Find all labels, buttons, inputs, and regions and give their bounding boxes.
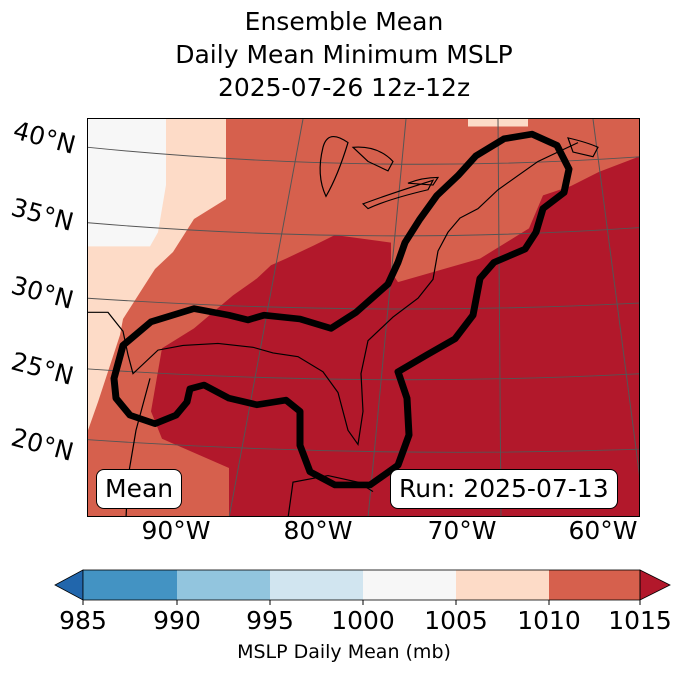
colorbar-segment-990 bbox=[177, 570, 270, 600]
title-line-3: 2025-07-26 12z-12z bbox=[217, 73, 471, 102]
map-svg bbox=[88, 119, 639, 516]
pressure-field-1015 bbox=[151, 156, 639, 516]
run-date-label: Run: 2025-07-13 bbox=[390, 469, 618, 509]
graticule bbox=[88, 119, 639, 516]
map-panel: Mean Run: 2025-07-13 bbox=[87, 118, 640, 517]
colorbar-outline bbox=[82, 569, 641, 601]
colorbar-label: MSLP Daily Mean (mb) bbox=[237, 641, 451, 663]
colorbar-segment-1010 bbox=[549, 570, 640, 600]
mean-contour bbox=[110, 130, 573, 489]
colorbar-tick-1010: 1010 bbox=[517, 606, 581, 635]
colorbar-tick-1005: 1005 bbox=[424, 606, 488, 635]
lon-label-60w: 60°W bbox=[568, 516, 638, 545]
colorbar-tick-995: 995 bbox=[246, 606, 294, 635]
lon-label-70w: 70°W bbox=[427, 516, 497, 545]
colorbar-ticks bbox=[82, 600, 641, 605]
colorbar-tick-1000: 1000 bbox=[331, 606, 395, 635]
colorbar-segment-1000 bbox=[363, 570, 456, 600]
colorbar-segment-1005 bbox=[456, 570, 549, 600]
colorbar-segment-995 bbox=[270, 570, 363, 600]
colorbar-tick-990: 990 bbox=[153, 606, 201, 635]
title-line-1: Ensemble Mean bbox=[244, 7, 444, 36]
title-line-2: Daily Mean Minimum MSLP bbox=[175, 40, 513, 69]
lon-label-90w: 90°W bbox=[141, 516, 211, 545]
pressure-field-1000 bbox=[88, 119, 166, 247]
colorbar-over-arrow bbox=[639, 569, 671, 601]
colorbar-segment-985 bbox=[83, 570, 177, 600]
colorbar-under-arrow bbox=[54, 569, 84, 601]
colorbar-tick-1015: 1015 bbox=[608, 606, 672, 635]
lon-label-80w: 80°W bbox=[283, 516, 353, 545]
colorbar-tick-985: 985 bbox=[59, 606, 107, 635]
mean-label: Mean bbox=[96, 469, 183, 509]
